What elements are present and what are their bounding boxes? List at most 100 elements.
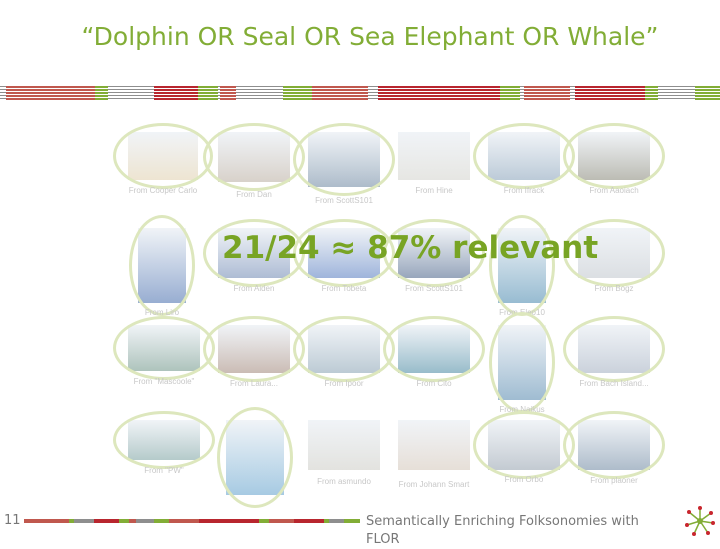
thumbnail-caption[interactable]: From Dan [236,190,272,199]
result-thumbnail[interactable]: From Dan [203,123,305,199]
stripe-segment [69,519,74,523]
stripe-segment [136,519,154,523]
thumbnail-caption[interactable]: From Hine [415,186,453,195]
relevance-ellipse [489,312,555,413]
stripe-segment [74,519,94,523]
relevance-ellipse [293,123,395,196]
stripe-segment [344,519,360,523]
relevance-ellipse [383,219,485,287]
footer-stripe [24,519,360,523]
stripe-segment [329,519,344,523]
stripe-segment [220,86,236,100]
result-thumbnail[interactable]: From "Mascoole" [113,316,215,386]
stripe-segment [259,519,269,523]
relevance-summary: 21/24 ≈ 87% relevant [222,230,599,266]
thumbnail-caption[interactable]: From Cito [416,379,452,388]
stripe-segment [6,86,95,100]
stripe-segment [269,519,294,523]
relevance-ellipse [203,316,305,382]
stripe-segment [294,519,324,523]
header-stripe-band [0,86,720,100]
result-thumbnail[interactable]: From ScottS101 [383,219,485,293]
thumbnail-caption[interactable]: From Ipoor [324,379,364,388]
relevance-ellipse [203,123,305,191]
thumbnail-caption[interactable]: From asmundo [317,477,371,486]
result-thumbnail[interactable]: From Johann Smart [398,420,470,489]
result-thumbnail[interactable]: From Liro [129,215,195,317]
relevance-ellipse [473,123,575,189]
thumbnail-caption[interactable]: From Ifrack [503,186,545,195]
result-thumbnail[interactable]: From Laura... [203,316,305,388]
result-thumbnail[interactable]: From Eleo10 [489,215,555,317]
relevance-ellipse [383,316,485,382]
thumbnail-caption[interactable]: From Bach Island... [579,379,649,388]
result-thumbnail[interactable]: From asmundo [308,420,380,486]
thumbnail-caption[interactable]: From Aiden [233,284,275,293]
flor-logo-icon [685,506,715,536]
result-thumbnail[interactable]: From Cito [383,316,485,388]
result-thumbnail[interactable]: From Hine [398,132,470,195]
thumbnail-caption[interactable]: From Naikus [499,405,545,414]
thumbnail-image[interactable] [398,132,470,180]
footer-text: Semantically Enriching Folksonomies with… [366,514,639,547]
thumbnail-caption[interactable]: From "Mascoole" [133,377,195,386]
result-thumbnail[interactable]: From Naikus [489,312,555,414]
stripe-segment [198,86,218,100]
thumbnail-caption[interactable]: From Cooper Carlo [128,186,198,195]
stripe-segment [500,86,520,100]
result-thumbnail[interactable]: From plaoner [563,411,665,485]
thumbnail-caption[interactable]: From Aaoiach [589,186,639,195]
stripe-segment [154,86,198,100]
relevance-ellipse [217,407,293,508]
result-thumbnail[interactable] [217,407,293,508]
result-thumbnail[interactable]: From "PW" [113,411,215,475]
stripe-segment [24,519,69,523]
relevance-ellipse [563,123,665,189]
stripe-segment [378,86,500,100]
result-thumbnail[interactable]: From Bogz [563,219,665,293]
result-thumbnail[interactable]: From Cooper Carlo [113,123,213,195]
result-thumbnail[interactable]: From Ipoor [293,316,395,388]
thumbnail-caption[interactable]: From "PW" [144,466,184,475]
thumbnail-caption[interactable]: From ScottS101 [405,284,463,293]
relevance-ellipse [113,316,215,380]
stripe-segment [524,86,570,100]
thumbnail-caption[interactable]: From Liro [144,308,180,317]
stripe-segment [94,519,119,523]
thumbnail-caption[interactable]: From Johann Smart [398,480,470,489]
thumbnail-caption[interactable]: From Laura... [229,379,278,388]
stripe-segment [154,519,169,523]
relevance-ellipse [473,411,575,479]
result-thumbnail[interactable]: From ScottS101 [293,123,395,205]
relevance-ellipse [293,316,395,382]
stripe-segment [312,86,368,100]
thumbnail-caption[interactable]: From Tobeta [321,284,367,293]
result-thumbnail[interactable]: From Bach Island... [563,316,665,388]
relevance-ellipse [563,316,665,382]
relevance-ellipse [129,215,195,316]
stripe-segment [129,519,136,523]
thumbnail-caption[interactable]: From ScottS101 [315,196,373,205]
thumbnail-caption[interactable]: From Bogz [594,284,634,293]
result-thumbnail[interactable]: From Ifrack [473,123,575,195]
stripe-segment [95,86,108,100]
thumbnail-caption[interactable]: From Orbo [504,475,544,484]
stripe-segment [324,519,329,523]
result-thumbnail[interactable]: From Orbo [473,411,575,484]
page-number: 11 [4,513,21,528]
thumbnail-image[interactable] [308,420,380,470]
stripe-segment [119,519,129,523]
stripe-segment [283,86,312,100]
thumbnail-image[interactable] [398,420,470,470]
relevance-ellipse [113,411,215,469]
result-thumbnail[interactable]: From Aaoiach [563,123,665,195]
slide-title: “Dolphin OR Seal OR Sea Elephant OR Whal… [81,22,659,51]
thumbnail-caption[interactable]: From plaoner [590,476,638,485]
relevance-ellipse [563,411,665,479]
relevance-ellipse [113,123,213,189]
stripe-segment [169,519,199,523]
stripe-segment [575,86,645,100]
stripe-segment [645,86,658,100]
stripe-segment [199,519,259,523]
stripe-segment [695,86,720,100]
